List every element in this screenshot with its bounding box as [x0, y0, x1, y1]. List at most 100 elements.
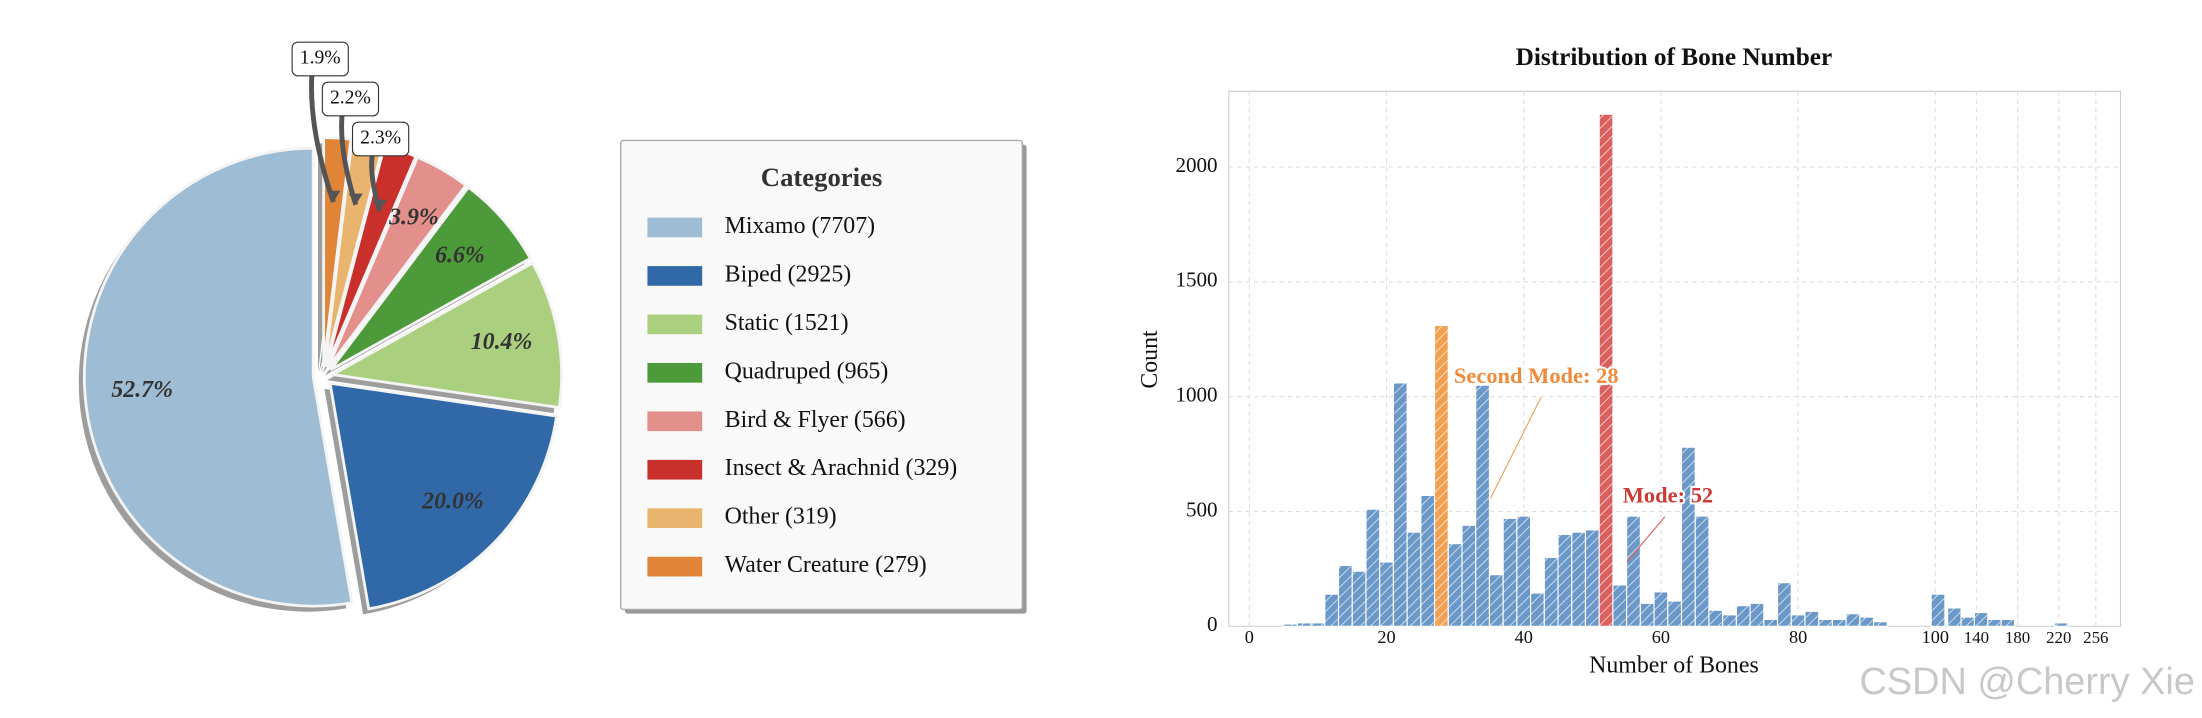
legend-swatch [647, 266, 703, 286]
legend-label: Other (319) [725, 504, 837, 530]
bar-hatch [1681, 447, 1696, 627]
bar-hatch [1571, 532, 1586, 627]
bar-hatch [1695, 516, 1709, 627]
plot-area [1228, 90, 2122, 627]
arrow-head [348, 193, 363, 205]
bar-hatch [1708, 610, 1723, 627]
legend-box [620, 139, 1024, 611]
bar-hatch [1352, 571, 1366, 627]
bar-hatch [1530, 593, 1545, 627]
legend-swatch [647, 411, 703, 432]
bar-hatch [1462, 525, 1476, 627]
bar-hatch [1974, 612, 1988, 627]
slice-label: 10.4% [471, 329, 533, 355]
legend-swatch [647, 217, 703, 238]
bar-hatch [2054, 622, 2069, 627]
bar-hatch [1475, 385, 1490, 627]
bar-hatch [1804, 611, 1819, 627]
bar-hatch [1859, 617, 1874, 627]
legend-swatch [647, 363, 703, 383]
y-tick-label: 0 [1207, 612, 1218, 636]
bar-hatch [1338, 565, 1353, 627]
legend-label: Biped (2925) [725, 261, 852, 287]
legend-label: Mixamo (7707) [725, 213, 875, 239]
x-tick-label: 80 [1789, 627, 1807, 647]
bar-hatch [1297, 622, 1312, 627]
legend-swatch [647, 459, 703, 480]
y-tick-label: 500 [1186, 497, 1218, 521]
label-box [321, 81, 380, 117]
annotation-line [1489, 397, 1542, 499]
annotation: Second Mode: 28 [1454, 363, 1619, 388]
bar-hatch [1750, 603, 1764, 627]
slice-label-boxed: 2.3% [360, 127, 401, 149]
bar-hatch [1516, 516, 1531, 627]
bar-hatch [1736, 605, 1751, 627]
label-box [351, 121, 410, 157]
bar-hatch [1961, 617, 1975, 627]
bar-hatch [1626, 516, 1641, 627]
bar-hatch [1489, 574, 1504, 627]
pie-slice [326, 155, 468, 369]
bar-hatch [1544, 557, 1559, 627]
slice-label-boxed: 2.2% [330, 87, 371, 109]
bar-hatch [1558, 534, 1572, 627]
legend-title: Categories [761, 162, 882, 192]
label-box [291, 41, 349, 77]
y-axis-label: Count [1137, 330, 1163, 389]
pie-slice [328, 261, 563, 410]
bar-hatch [1722, 614, 1737, 627]
watermark: CSDN @Cherry Xie [1859, 661, 2194, 703]
legend-label: Water Creature (279) [725, 552, 927, 578]
y-tick-label: 2000 [1175, 153, 1217, 177]
legend-swatch [647, 314, 703, 335]
bar-hatch [1667, 601, 1682, 627]
bar-hatch [1777, 582, 1792, 627]
legend-label: Bird & Flyer (566) [725, 407, 906, 433]
legend-label: Insect & Arachnid (329) [725, 455, 958, 481]
bar-hatch [1448, 543, 1463, 627]
bar-hatch [1324, 594, 1339, 627]
x-tick-label: 20 [1377, 627, 1395, 647]
slice-label: 52.7% [111, 377, 173, 403]
bar-hatch [1832, 619, 1847, 627]
pie-slice [329, 185, 533, 372]
bar-hatch [1283, 624, 1298, 627]
hist-title: Distribution of Bone Number [1516, 43, 1833, 71]
slice-label-boxed: 1.9% [300, 46, 341, 68]
bar-hatch [1599, 114, 1613, 627]
bar-hatch [1947, 607, 1962, 627]
x-tick-label: 256 [2083, 628, 2108, 647]
annotation-line [1626, 516, 1666, 563]
arrow-head [326, 190, 341, 203]
bar-hatch [1640, 603, 1655, 627]
pie-slice [82, 146, 354, 608]
arrow-head [372, 199, 387, 212]
bar-hatch [1407, 532, 1421, 627]
x-tick-label: 0 [1245, 627, 1254, 647]
bar-hatch [1585, 529, 1600, 627]
legend-label: Quadruped (965) [725, 358, 889, 384]
bar-hatch [1654, 591, 1668, 627]
x-tick-label: 100 [1922, 627, 1949, 647]
y-tick-label: 1000 [1175, 383, 1217, 407]
bar-hatch [1420, 495, 1435, 627]
bar-hatch [1791, 614, 1805, 627]
x-tick-label: 40 [1515, 627, 1533, 647]
bar-hatch [1931, 594, 1945, 627]
label-arrow [309, 75, 336, 203]
bar-hatch [1503, 518, 1517, 627]
bar-hatch [1434, 325, 1449, 627]
bar-hatch [1365, 509, 1380, 627]
annotation: Mode: 52 [1623, 482, 1713, 507]
x-tick-label: 180 [2005, 628, 2030, 647]
bar-hatch [1763, 619, 1778, 627]
bar-hatch [1846, 613, 1860, 627]
slice-label: 3.9% [388, 205, 439, 231]
legend-swatch [647, 556, 703, 577]
bar-hatch [1311, 622, 1325, 627]
x-tick-label: 220 [2046, 628, 2071, 647]
bar-hatch [1987, 619, 2002, 627]
